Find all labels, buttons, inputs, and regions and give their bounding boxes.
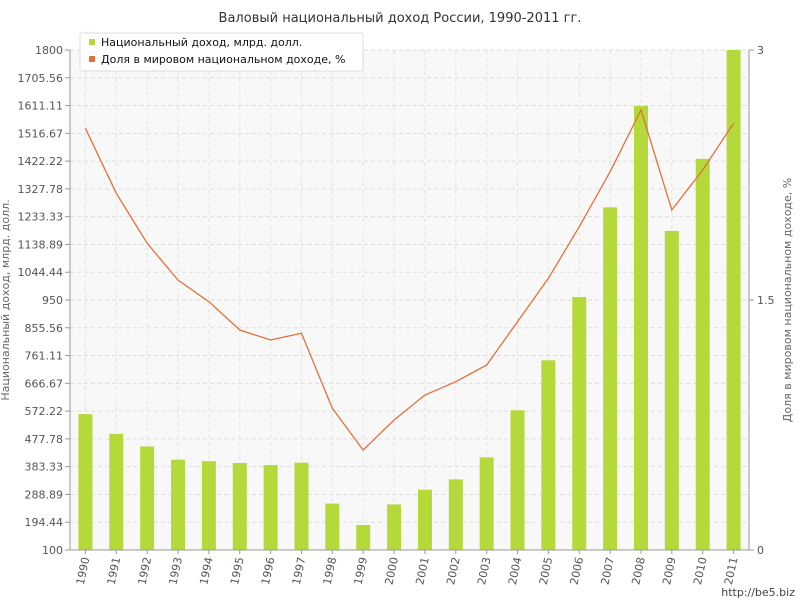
bar-2009 [664, 230, 679, 550]
y-tick-label: 1611.11 [18, 100, 64, 113]
x-tick-label: 2006 [568, 556, 587, 586]
x-tick-label: 1998 [321, 556, 340, 586]
y-tick-label: 477.78 [25, 433, 64, 446]
y-tick-label: 194.44 [25, 516, 64, 529]
bar-1997 [294, 462, 309, 550]
bar-1996 [263, 465, 278, 550]
bar-1995 [232, 462, 247, 550]
bar-1994 [201, 461, 216, 550]
x-tick-label: 2007 [599, 556, 618, 586]
bar-2000 [387, 504, 402, 550]
y-tick-label: 1138.89 [18, 238, 64, 251]
y-tick-label: 572.22 [25, 405, 64, 418]
bar-2001 [417, 489, 432, 550]
bar-1991 [109, 433, 124, 550]
bar-2004 [510, 410, 525, 550]
y-axis-label: Национальный доход, млрд. долл. [0, 199, 12, 400]
bar-1993 [171, 459, 186, 550]
share-line [84, 108, 735, 451]
y2-tick-label: 1.5 [757, 294, 775, 307]
y-tick-label: 1516.67 [18, 127, 64, 140]
x-tick-label: 1992 [136, 556, 155, 586]
bars [78, 50, 741, 550]
y-tick-label: 950 [42, 294, 63, 307]
x-tick-label: 1991 [105, 556, 124, 586]
legend-swatch-income [89, 39, 95, 45]
x-tick-label: 2004 [506, 556, 525, 586]
y-tick-label: 383.33 [25, 461, 64, 474]
y2-tick-label: 0 [757, 544, 764, 557]
y-tick-label: 100 [42, 544, 63, 557]
bar-1998 [325, 503, 340, 550]
y-tick-label: 666.67 [25, 377, 64, 390]
x-tick-label: 2008 [629, 556, 648, 586]
x-tick-label: 2011 [722, 556, 741, 586]
legend: Национальный доход, млрд. долл. Доля в м… [79, 32, 364, 72]
x-tick-label: 1990 [74, 556, 93, 586]
x-tick-label: 2009 [660, 556, 679, 586]
bar-2011 [726, 50, 741, 550]
bar-2007 [603, 207, 618, 550]
line-series [84, 108, 735, 451]
bar-2003 [479, 457, 494, 550]
chart-title: Валовый национальный доход России, 1990-… [219, 11, 582, 26]
bar-1992 [140, 446, 155, 550]
legend-box [79, 32, 364, 72]
x-tick-label: 2010 [691, 556, 710, 586]
y-tick-label: 288.89 [25, 488, 64, 501]
legend-entry-income: Национальный доход, млрд. долл. [101, 36, 302, 49]
y2-tick-label: 3 [757, 44, 764, 57]
legend-entry-share: Доля в мировом национальном доходе, % [101, 53, 345, 66]
y-tick-label: 1800 [35, 44, 63, 57]
bar-2006 [572, 297, 587, 550]
legend-swatch-share [89, 56, 95, 62]
y-tick-label: 1233.33 [18, 211, 64, 224]
bar-2010 [695, 158, 710, 550]
x-tick-label: 2000 [382, 556, 401, 586]
x-tick-label: 1997 [290, 556, 309, 586]
x-tick-label: 1994 [197, 556, 216, 586]
y-tick-label: 1705.56 [18, 72, 64, 85]
bar-2008 [633, 105, 648, 550]
y-tick-label: 855.56 [25, 322, 64, 335]
y2-axis-label: Доля в мировом национальном доходе, % [781, 178, 794, 422]
x-tick-label: 2001 [413, 556, 432, 586]
x-tick-label: 2003 [475, 556, 494, 586]
x-tick-label: 1993 [166, 556, 185, 586]
y-tick-label: 1044.44 [18, 266, 64, 279]
y-tick-label: 761.11 [25, 350, 64, 363]
bar-1990 [78, 414, 93, 550]
x-tick-label: 2002 [444, 556, 463, 586]
x-tick-label: 1999 [352, 556, 371, 586]
axes: 100 194.44 288.89 383.33 477.78 572.22 666.67 7… [18, 44, 775, 586]
bar-2002 [448, 479, 463, 550]
bar-2005 [541, 360, 556, 550]
bar-1999 [356, 525, 371, 550]
x-tick-label: 1996 [259, 556, 278, 586]
x-tick-label: 2005 [537, 556, 556, 586]
watermark: http://be5.biz [721, 586, 795, 599]
y-tick-label: 1422.22 [18, 155, 64, 168]
x-tick-label: 1995 [228, 556, 247, 586]
y-tick-label: 1327.78 [18, 183, 64, 196]
